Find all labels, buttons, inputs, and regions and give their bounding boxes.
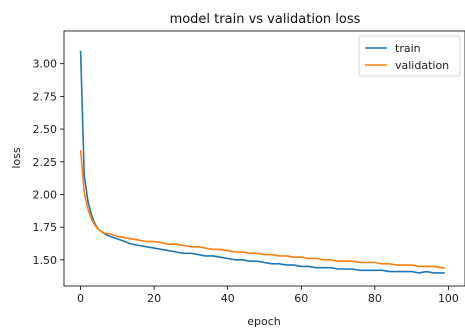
x-tick-label: 20 [147, 292, 161, 305]
x-tick-label: 40 [221, 292, 235, 305]
x-axis: 0 20 40 60 80 100 [77, 286, 459, 305]
x-tick-label: 100 [438, 292, 459, 305]
x-axis-label: epoch [247, 315, 281, 328]
legend-box [358, 35, 461, 77]
x-tick-label: 0 [77, 292, 84, 305]
legend-label-train: train [395, 42, 421, 55]
y-tick-label: 3.00 [33, 58, 58, 71]
y-tick-label: 2.75 [33, 90, 58, 103]
y-tick-label: 2.00 [33, 188, 58, 201]
y-tick-label: 2.50 [33, 123, 58, 136]
y-tick-label: 1.75 [33, 221, 58, 234]
y-axis: 1.50 1.75 2.00 2.25 2.50 2.75 3.00 [33, 58, 64, 267]
legend: train validation [358, 35, 461, 77]
y-tick-label: 2.25 [33, 156, 58, 169]
plot-frame [63, 30, 465, 287]
plot-area [79, 50, 445, 274]
legend-label-validation: validation [395, 59, 449, 72]
chart-title: model train vs validation loss [170, 12, 361, 27]
x-tick-label: 80 [368, 292, 382, 305]
series-line-train [79, 50, 445, 274]
y-axis-label: loss [10, 147, 23, 169]
y-tick-label: 1.50 [33, 254, 58, 267]
x-tick-label: 60 [294, 292, 308, 305]
series-line-validation [79, 149, 445, 269]
